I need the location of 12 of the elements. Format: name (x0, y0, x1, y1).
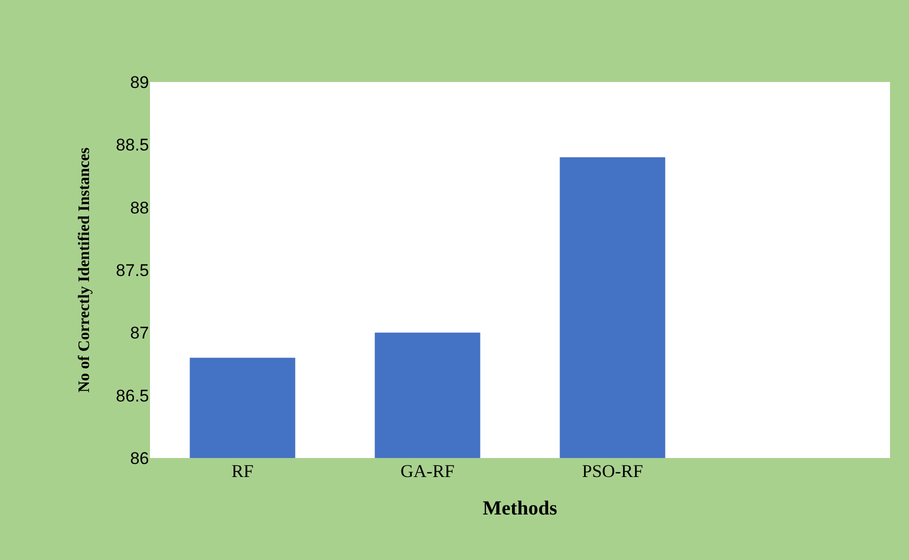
y-tick-label: 86 (130, 448, 149, 468)
x-tick-label: RF (231, 461, 254, 481)
y-tick-label: 88 (130, 198, 149, 218)
x-axis-title: Methods (482, 498, 558, 520)
y-tick-label: 87.5 (116, 260, 149, 280)
x-tick-label: PSO-RF (582, 461, 644, 481)
y-tick-label: 86.5 (116, 386, 149, 406)
y-tick-label: 87 (130, 324, 149, 343)
y-axis-title: No of Correctly Identified Instances (76, 147, 93, 393)
x-tick-label: GA-RF (400, 461, 455, 481)
y-tick-label: 89 (130, 72, 149, 92)
y-tick-label: 88.5 (116, 136, 149, 155)
